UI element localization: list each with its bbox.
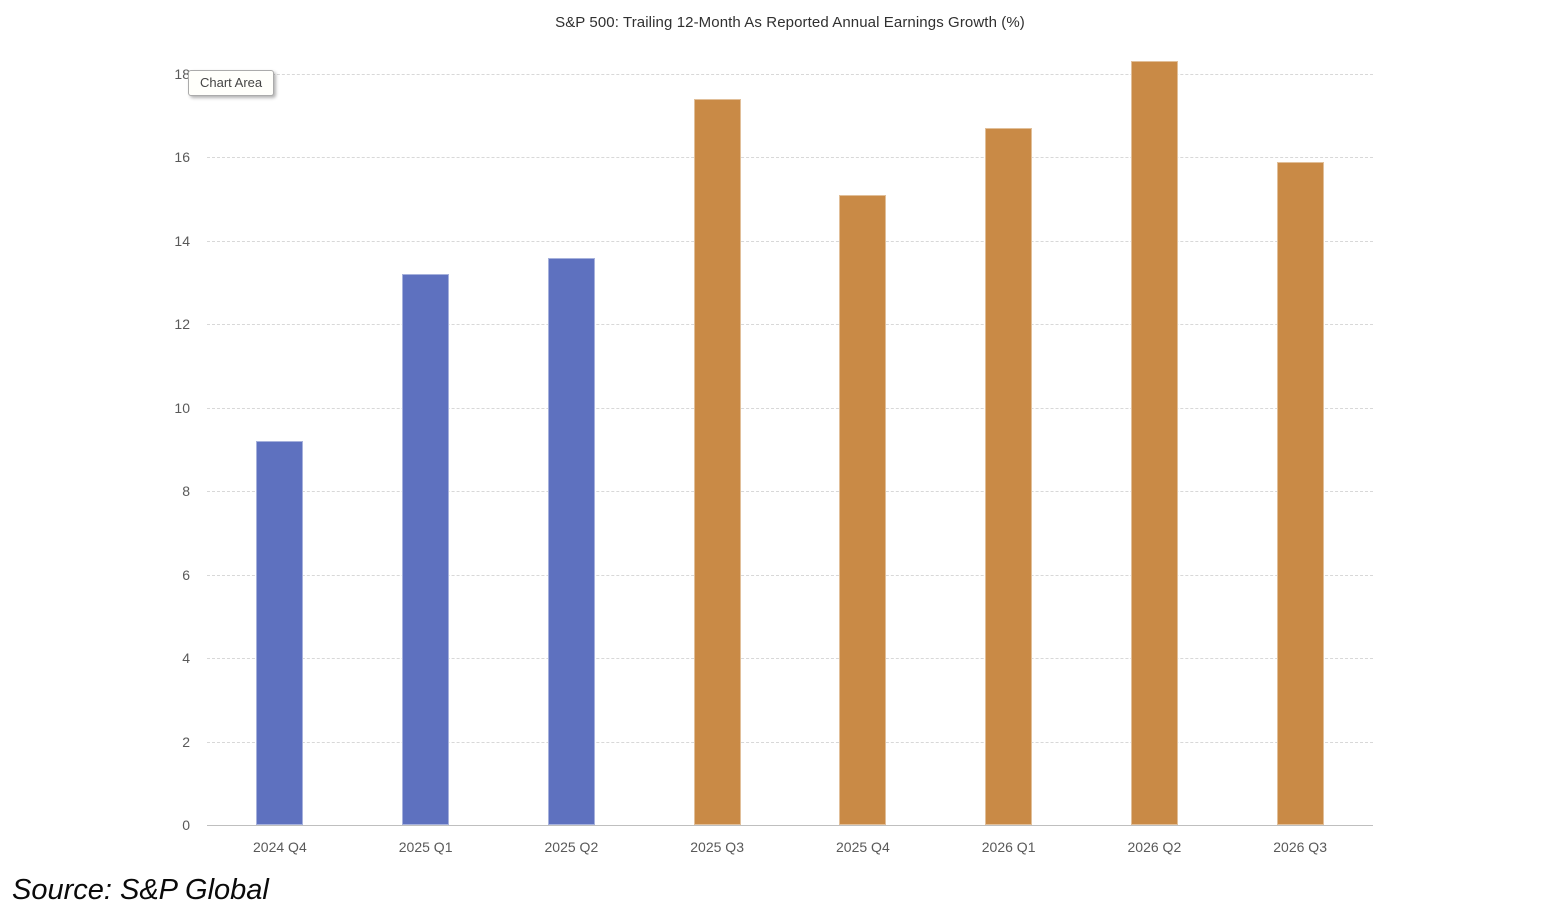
x-axis-label-2025-q1: 2025 Q1	[398, 839, 453, 855]
y-axis-label-2: 2	[182, 733, 190, 750]
gridline-18	[207, 74, 1373, 75]
y-axis-label-0: 0	[182, 817, 190, 833]
gridline-4	[207, 658, 1373, 660]
y-axis-label-14: 14	[174, 232, 190, 249]
source-caption: Source: S&P Global	[12, 874, 269, 906]
x-axis-label-2025-q3: 2025 Q3	[690, 839, 744, 855]
bar-2026-q2[interactable]	[1130, 61, 1178, 825]
gridline-16	[207, 157, 1373, 159]
gridline-10	[207, 407, 1373, 409]
gridline-6	[207, 574, 1373, 576]
x-axis-label-2026-q3: 2026 Q3	[1273, 839, 1327, 855]
bar-2025-q4[interactable]	[839, 194, 887, 825]
chart-title: S&P 500: Trailing 12-Month As Reported A…	[555, 14, 1025, 31]
bar-2025-q1[interactable]	[402, 274, 450, 825]
bar-2025-q3[interactable]	[693, 99, 741, 825]
gridline-14	[207, 240, 1373, 242]
x-axis-label-2024-q4: 2024 Q4	[253, 839, 307, 855]
x-axis-label-2026-q2: 2026 Q2	[1127, 839, 1182, 855]
bar-2026-q3[interactable]	[1276, 161, 1324, 825]
x-axis-label-2025-q4: 2025 Q4	[836, 839, 890, 855]
x-axis-label-2025-q2: 2025 Q2	[544, 839, 599, 855]
y-axis-label-8: 8	[182, 483, 190, 500]
bar-2025-q2[interactable]	[547, 257, 595, 825]
y-axis-label-16: 16	[174, 149, 190, 166]
y-axis-label-4: 4	[182, 650, 190, 667]
bar-2024-q4[interactable]	[256, 441, 304, 825]
gridline-8	[207, 491, 1373, 493]
bar-2026-q1[interactable]	[985, 128, 1033, 825]
chart-area-tooltip-label: Chart Area	[200, 75, 263, 90]
y-axis-label-12: 12	[174, 316, 190, 333]
chart-area-tooltip: Chart Area	[188, 70, 275, 96]
y-axis-label-10: 10	[174, 399, 190, 416]
y-axis-label-6: 6	[182, 566, 190, 583]
x-axis-label-2026-q1: 2026 Q1	[981, 839, 1036, 855]
gridline-2	[207, 741, 1373, 743]
x-axis-line	[207, 825, 1373, 826]
y-axis-label-18: 18	[174, 66, 190, 82]
gridline-12	[207, 324, 1373, 326]
